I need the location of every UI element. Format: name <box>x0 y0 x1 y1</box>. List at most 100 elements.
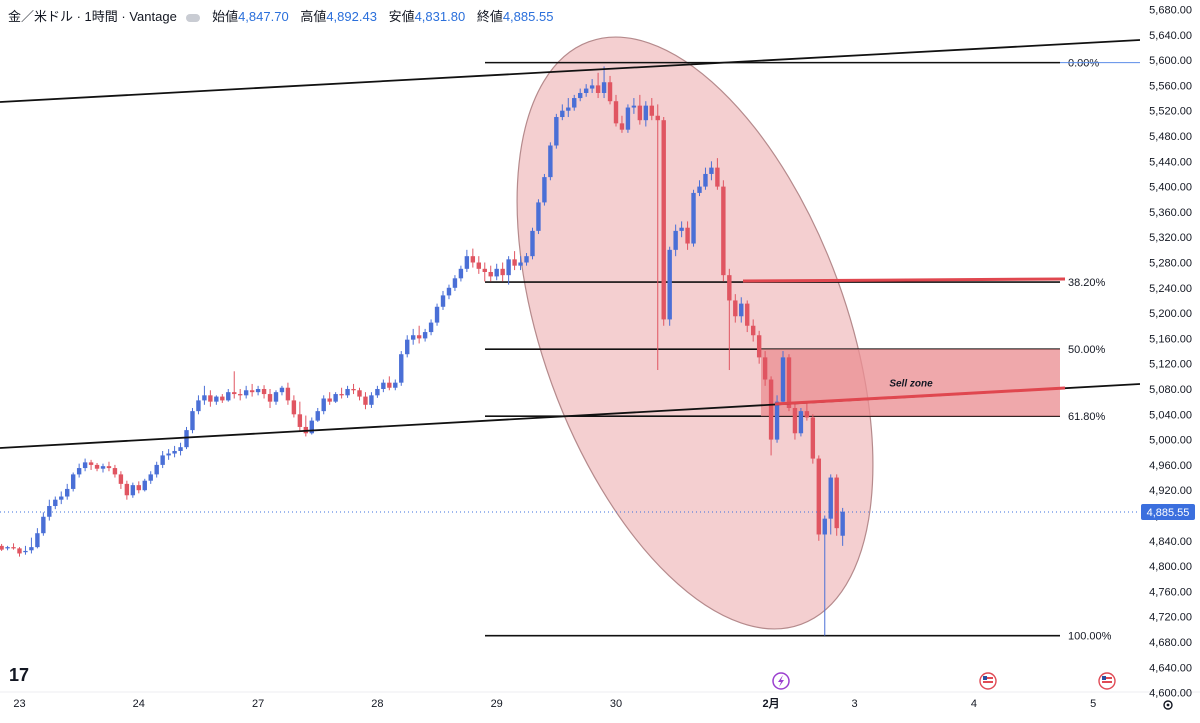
upper-trend-line <box>0 39 1141 103</box>
close-value: 4,885.55 <box>502 9 554 24</box>
candle-body <box>691 192 696 244</box>
candle-body <box>196 400 201 412</box>
sell-zone-box <box>761 349 1060 417</box>
candle-body <box>595 85 601 93</box>
candle-body <box>637 105 643 121</box>
candle-body <box>572 98 577 108</box>
candle-body <box>685 227 690 244</box>
candle-body <box>440 295 446 307</box>
candle-body <box>542 177 547 203</box>
candle-body <box>53 499 58 507</box>
candle-body <box>47 506 52 517</box>
flag-stripe-icon <box>1102 677 1112 679</box>
y-tick-label: 4,800.00 <box>1149 561 1192 573</box>
candle-body <box>661 120 666 320</box>
candle-body <box>649 105 654 116</box>
candle-body <box>375 389 380 396</box>
candle-body <box>279 387 285 393</box>
settings-gear-icon <box>1163 700 1173 710</box>
x-tick-label: 3 <box>852 698 858 710</box>
candle-body <box>190 411 195 431</box>
y-tick-label: 5,600.00 <box>1149 55 1192 67</box>
candle-body <box>208 395 213 402</box>
candle-body <box>309 420 314 434</box>
y-tick-label: 5,080.00 <box>1149 384 1192 396</box>
candle-body <box>780 357 786 402</box>
candle-body <box>631 105 637 108</box>
y-tick-label: 5,120.00 <box>1149 359 1192 371</box>
market-status-icon <box>186 13 201 22</box>
candle-body <box>29 547 34 551</box>
candle-body <box>297 414 303 427</box>
candle-body <box>184 430 189 448</box>
y-tick-label: 5,680.00 <box>1149 5 1192 17</box>
candle-body <box>733 300 738 317</box>
candle-body <box>458 268 464 279</box>
candle-body <box>786 357 792 408</box>
low-value: 4,831.80 <box>414 9 466 24</box>
candle-body <box>512 259 517 266</box>
candle-body <box>285 387 291 401</box>
symbol-title[interactable]: 金／米ドル · 1時間 · Vantage <box>8 9 177 24</box>
candle-body <box>768 379 774 440</box>
candle-body <box>118 474 124 484</box>
flag-stripe-icon <box>983 677 993 679</box>
candle-body <box>667 249 672 320</box>
candle-body <box>214 396 219 402</box>
candle-body <box>625 107 631 130</box>
flag-canton-icon <box>1102 676 1106 680</box>
candle-body <box>745 303 750 326</box>
candle-body <box>434 306 440 323</box>
open-value: 4,847.70 <box>238 9 289 24</box>
high-value: 4,892.43 <box>326 9 377 24</box>
candle-body <box>261 389 267 395</box>
candle-body <box>470 256 476 263</box>
lightning-glyph-icon <box>778 675 784 687</box>
candle-body <box>589 85 595 89</box>
y-tick-label: 4,720.00 <box>1149 612 1192 624</box>
sell-zone-label: Sell zone <box>889 379 933 390</box>
fib-level-label: 61.80% <box>1068 411 1106 423</box>
candle-body <box>828 477 833 519</box>
candle-body <box>351 389 356 391</box>
flag-stripe-icon <box>1102 681 1112 683</box>
x-tick-label: 2月 <box>763 697 780 710</box>
y-tick-label: 5,640.00 <box>1149 30 1192 42</box>
candle-body <box>17 548 22 554</box>
candle-body <box>410 335 416 340</box>
candle-body <box>816 458 822 535</box>
candle-body <box>23 550 28 553</box>
candle-body <box>750 325 756 336</box>
x-tick-label: 29 <box>491 698 503 710</box>
x-tick-label: 24 <box>133 698 145 710</box>
candle-body <box>393 382 398 388</box>
candle-body <box>100 466 106 469</box>
y-tick-label: 5,400.00 <box>1149 182 1192 194</box>
y-tick-label: 5,520.00 <box>1149 106 1192 118</box>
candle-body <box>607 82 613 102</box>
candle-body <box>11 547 16 549</box>
candle-body <box>35 533 40 548</box>
candle-body <box>792 407 798 434</box>
y-tick-label: 5,320.00 <box>1149 232 1192 244</box>
candle-body <box>566 107 571 111</box>
x-tick-label: 4 <box>971 698 977 710</box>
candle-body <box>124 483 130 496</box>
y-tick-label: 5,160.00 <box>1149 333 1192 345</box>
candle-body <box>548 145 553 178</box>
resistance-red-line <box>742 277 1066 283</box>
candle-body <box>405 339 410 355</box>
candle-body <box>363 396 368 405</box>
candle-body <box>524 256 529 263</box>
candle-body <box>500 268 505 276</box>
x-tick-label: 30 <box>610 698 622 710</box>
candle-body <box>226 392 231 401</box>
y-tick-label: 4,920.00 <box>1149 485 1192 497</box>
candle-body <box>727 275 732 301</box>
flag-canton-icon <box>983 676 987 680</box>
candle-body <box>249 390 255 393</box>
x-tick-label: 27 <box>252 698 264 710</box>
candle-body <box>578 92 583 99</box>
